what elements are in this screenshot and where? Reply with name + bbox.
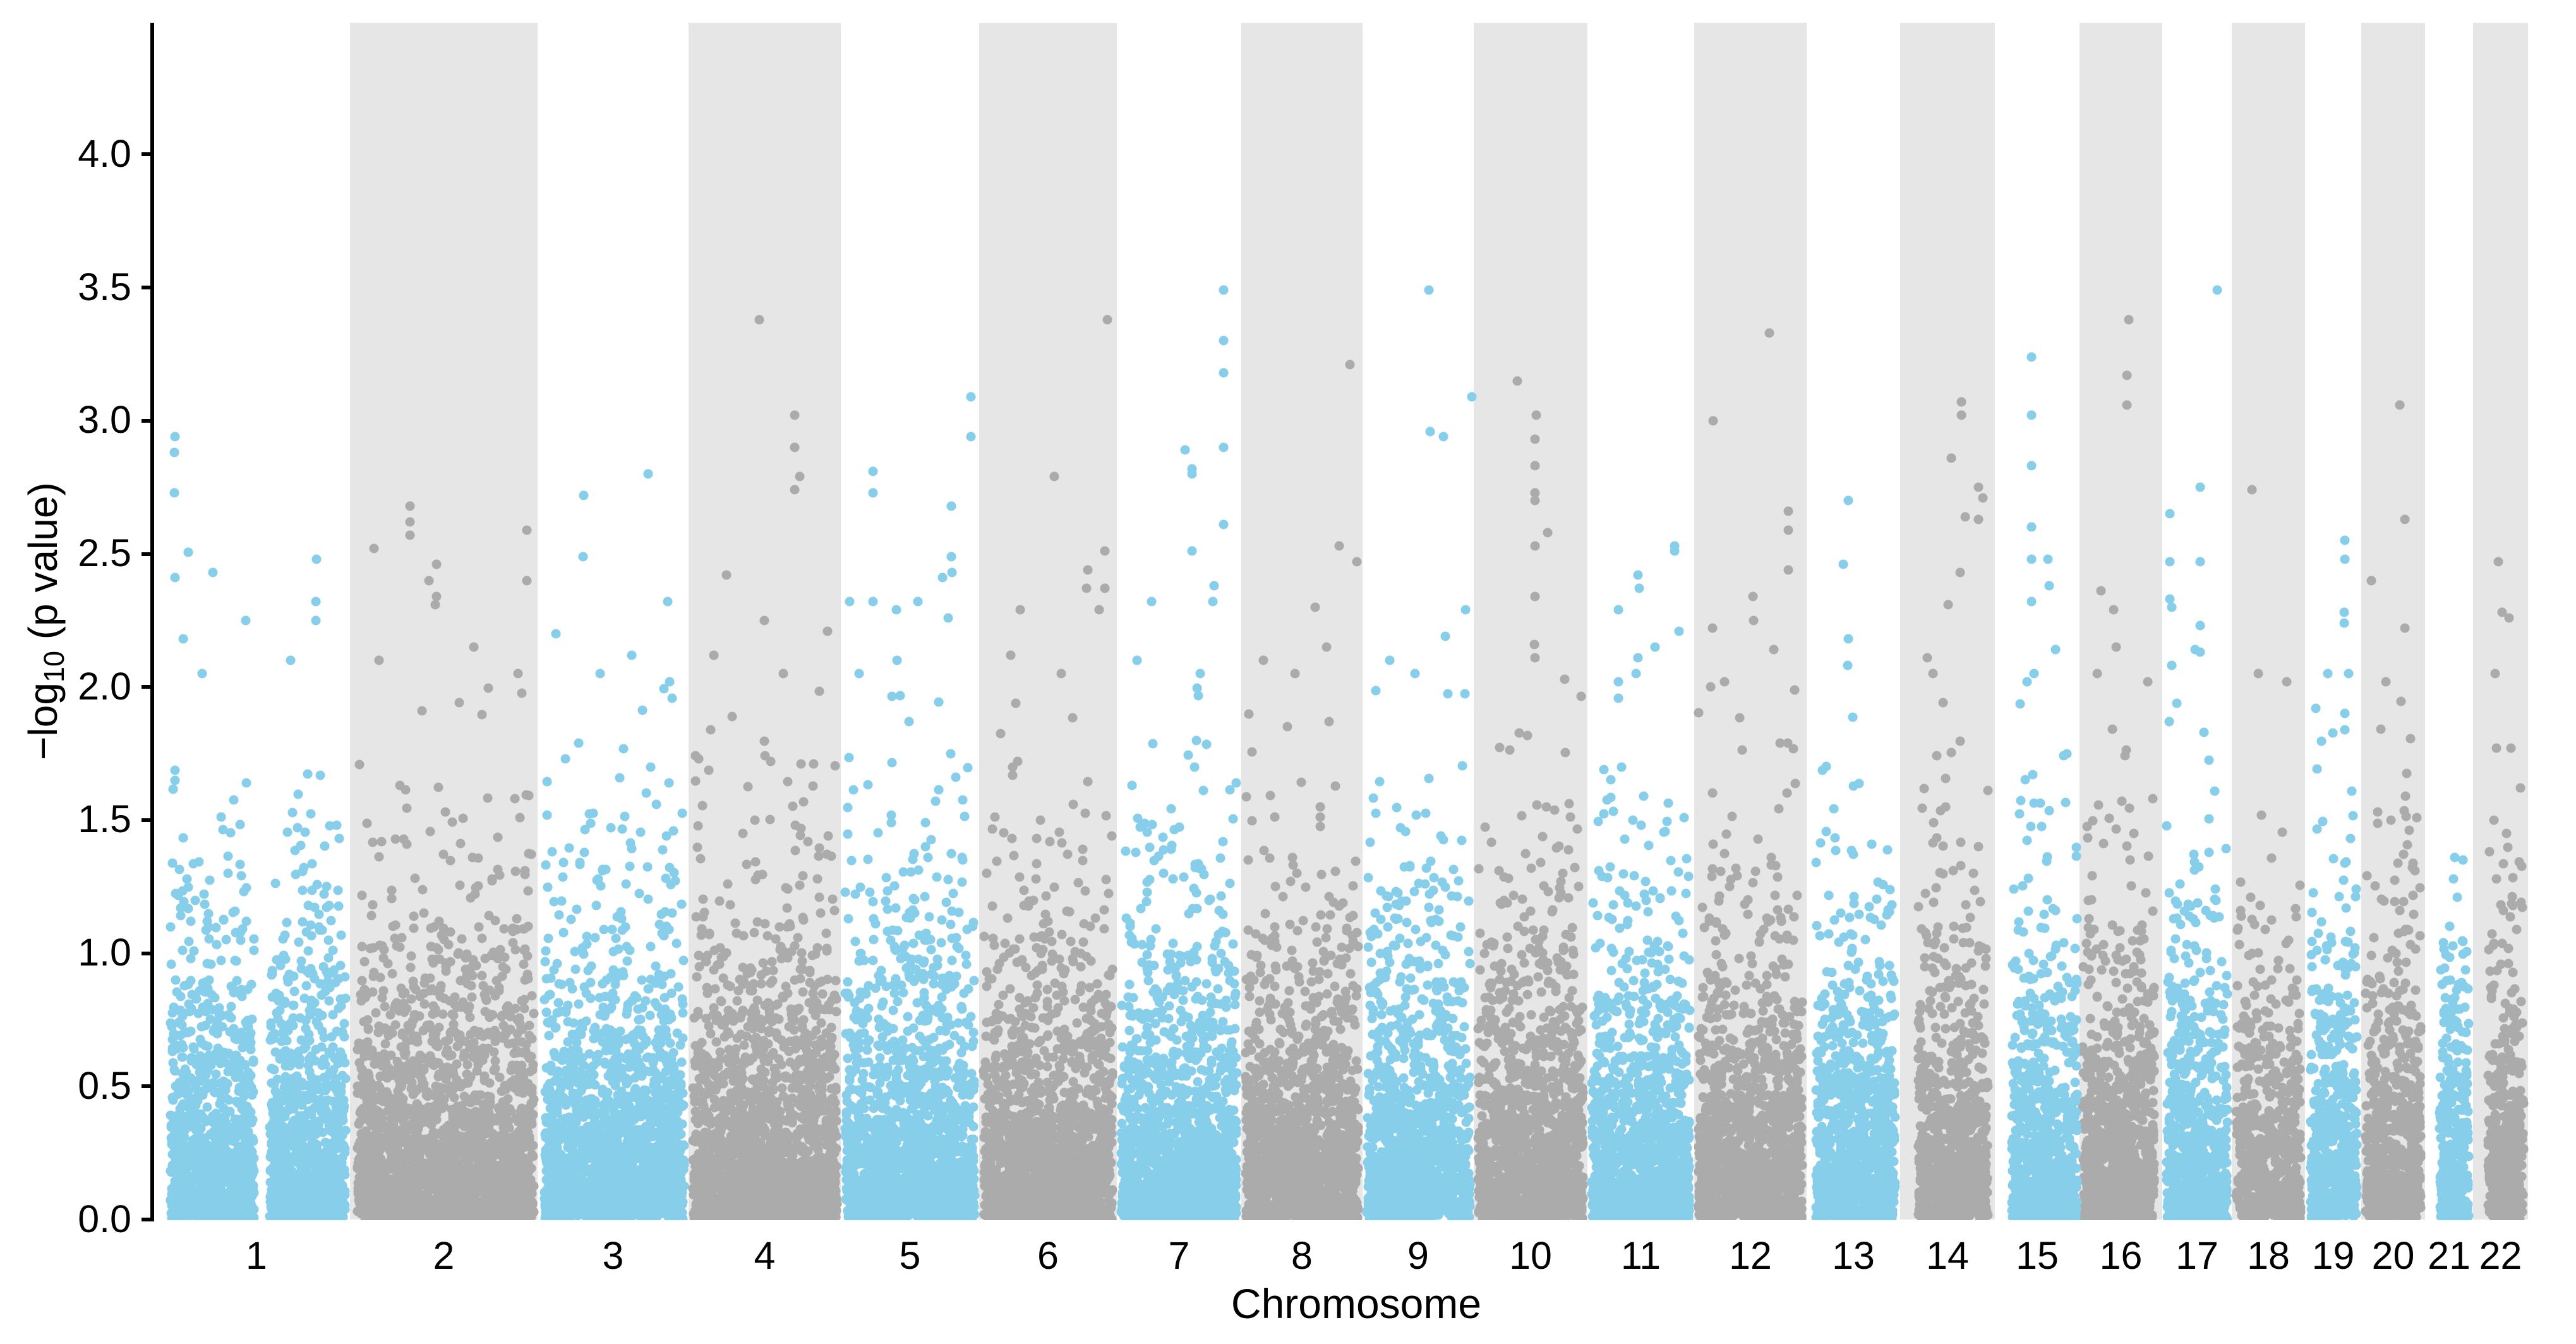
- svg-text:10: 10: [1509, 1234, 1552, 1277]
- svg-text:9: 9: [1407, 1234, 1429, 1277]
- svg-text:1: 1: [246, 1234, 267, 1277]
- svg-text:2: 2: [433, 1234, 455, 1277]
- svg-text:0.5: 0.5: [78, 1064, 131, 1107]
- svg-text:16: 16: [2100, 1234, 2143, 1277]
- svg-text:3: 3: [603, 1234, 624, 1277]
- svg-text:0.0: 0.0: [78, 1197, 131, 1240]
- svg-text:3.5: 3.5: [78, 265, 131, 308]
- svg-text:5: 5: [900, 1234, 921, 1277]
- svg-text:14: 14: [1926, 1234, 1969, 1277]
- svg-text:1.0: 1.0: [78, 931, 131, 974]
- svg-text:20: 20: [2372, 1234, 2415, 1277]
- svg-text:12: 12: [1729, 1234, 1772, 1277]
- svg-text:22: 22: [2479, 1234, 2522, 1277]
- svg-text:8: 8: [1291, 1234, 1313, 1277]
- svg-text:15: 15: [2016, 1234, 2059, 1277]
- svg-text:6: 6: [1037, 1234, 1059, 1277]
- svg-text:Chromosome: Chromosome: [1231, 1280, 1481, 1327]
- svg-text:21: 21: [2428, 1234, 2471, 1277]
- svg-text:3.0: 3.0: [78, 398, 131, 441]
- svg-text:19: 19: [2312, 1234, 2355, 1277]
- svg-text:1.5: 1.5: [78, 797, 131, 840]
- svg-text:4.0: 4.0: [78, 132, 131, 175]
- svg-text:−log10 (p value): −log10 (p value): [20, 482, 70, 760]
- svg-text:18: 18: [2247, 1234, 2290, 1277]
- svg-text:11: 11: [1621, 1234, 1661, 1277]
- svg-text:13: 13: [1832, 1234, 1875, 1277]
- svg-text:17: 17: [2176, 1234, 2218, 1277]
- svg-text:4: 4: [754, 1234, 776, 1277]
- svg-text:2.0: 2.0: [78, 665, 131, 708]
- svg-text:7: 7: [1169, 1234, 1190, 1277]
- svg-text:2.5: 2.5: [78, 531, 131, 574]
